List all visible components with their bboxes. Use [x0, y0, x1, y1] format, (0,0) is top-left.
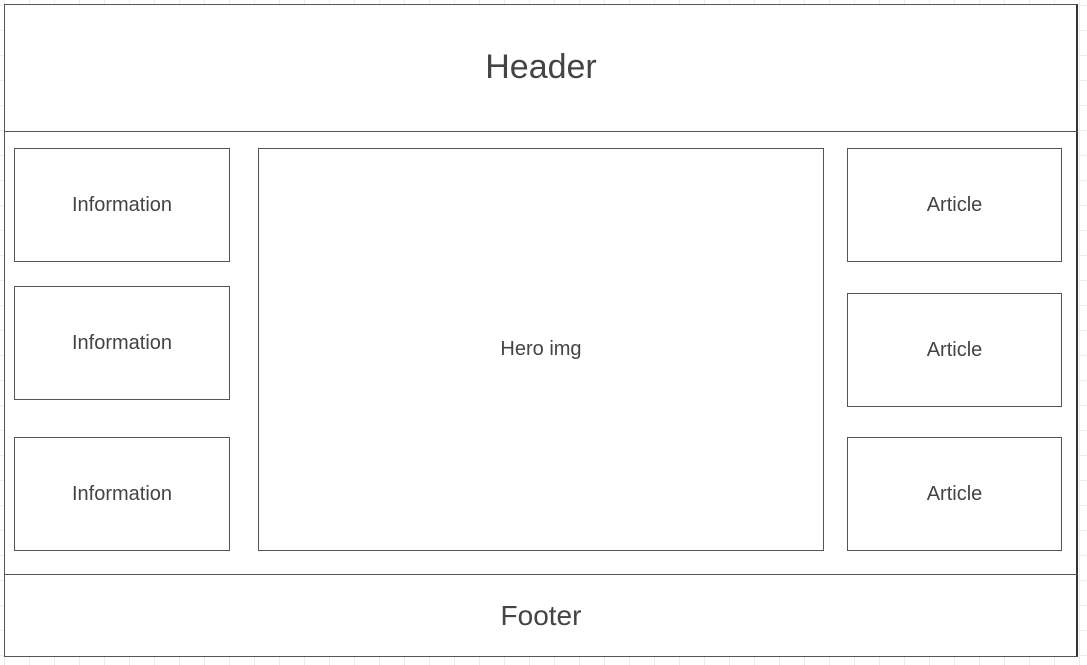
hero-label: Hero img [500, 338, 582, 360]
article-box-3: Article [847, 437, 1062, 551]
article-label: Article [926, 482, 983, 505]
article-box-2: Article [847, 293, 1062, 407]
information-box-1: Information [14, 148, 230, 262]
information-box-2: Information [14, 286, 230, 400]
information-box-3: Information [14, 437, 230, 551]
hero-image-box: Hero img [258, 148, 824, 551]
information-label: Information [71, 193, 173, 216]
article-label: Article [926, 338, 983, 361]
header-region: Header [4, 4, 1078, 132]
information-label: Information [71, 331, 173, 354]
article-box-1: Article [847, 148, 1062, 262]
information-label: Information [71, 482, 173, 505]
footer-region: Footer [4, 574, 1078, 657]
footer-label: Footer [500, 600, 582, 631]
header-label: Header [485, 48, 597, 86]
article-label: Article [926, 193, 983, 216]
